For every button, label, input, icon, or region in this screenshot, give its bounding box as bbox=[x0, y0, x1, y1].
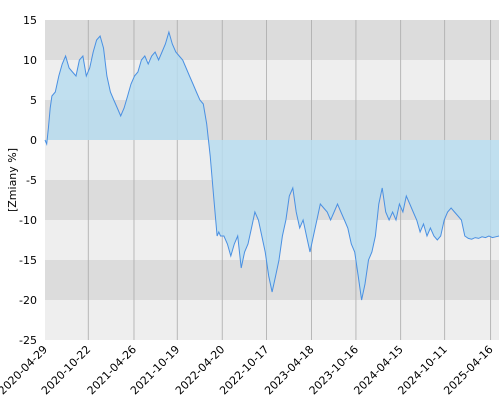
y-tick-label: 0 bbox=[30, 134, 37, 147]
y-tick-label: 15 bbox=[23, 14, 37, 27]
y-tick-label: 5 bbox=[30, 94, 37, 107]
background-band bbox=[45, 60, 499, 100]
series-area bbox=[45, 32, 499, 300]
y-tick-label: -25 bbox=[19, 334, 37, 347]
x-tick-labels: 2020-04-292020-10-222021-04-262021-10-19… bbox=[0, 343, 496, 397]
y-tick-label: -20 bbox=[19, 294, 37, 307]
y-tick-labels: 15 10 5 0 -5 -10 -15 -20 -25 bbox=[19, 14, 37, 347]
series-line bbox=[44, 30, 500, 301]
x-tick-label: 2025-04-16 bbox=[441, 343, 495, 397]
y-axis-label: [Zmiany %] bbox=[6, 148, 19, 212]
y-tick-label: -15 bbox=[19, 254, 37, 267]
y-tick-label: 10 bbox=[23, 54, 37, 67]
background-band bbox=[45, 300, 499, 340]
y-tick-label: -10 bbox=[19, 214, 37, 227]
background-band bbox=[45, 20, 499, 60]
y-tick-label: -5 bbox=[26, 174, 37, 187]
